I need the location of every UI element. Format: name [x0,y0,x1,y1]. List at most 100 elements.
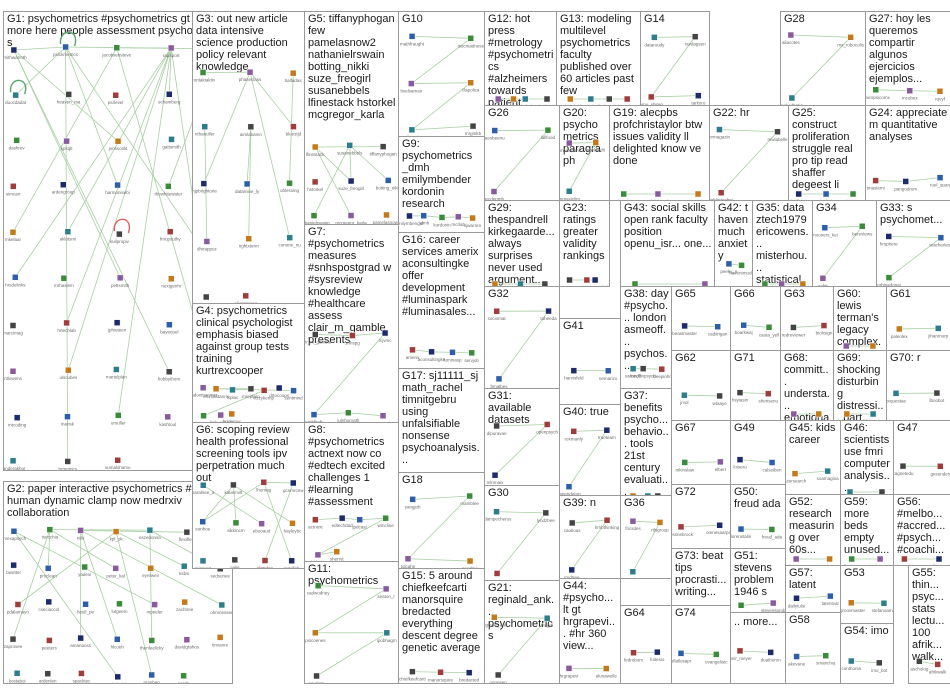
graph-node[interactable]: roxmanfy [565,428,584,441]
graph-node[interactable]: jrvol [679,391,689,405]
node-avatar[interactable] [793,653,800,660]
graph-node[interactable]: duathonm [761,649,781,662]
node-avatar[interactable] [288,557,295,565]
graph-node[interactable]: ztech1979 [755,280,776,287]
graph-node[interactable]: botting_nikki [376,177,399,190]
node-avatar[interactable] [345,409,352,417]
graph-node[interactable]: mreplpro [242,385,260,399]
graph-node[interactable]: inarisk [61,413,75,427]
node-avatar[interactable] [9,228,17,236]
graph-node[interactable]: gcnmrcnw [283,479,304,493]
node-avatar[interactable] [114,636,121,643]
graph-node[interactable]: ruel_quan [930,174,950,188]
graph-node[interactable]: pettsmith [111,274,130,288]
graph-node[interactable]: kurtrexcooper [193,412,218,423]
graph-node[interactable]: robinadonai [877,274,901,287]
graph-node[interactable]: neuropsicomx [866,86,891,100]
graph-node[interactable]: sociomat [488,307,507,321]
node-avatar[interactable] [437,669,444,676]
node-avatar[interactable] [258,520,265,527]
node-avatar[interactable] [212,385,220,393]
graph-node[interactable]: ddoromics [863,410,885,421]
graph-node[interactable]: sarda [178,672,190,684]
graph-node[interactable]: melbocoach [927,555,950,566]
graph-node[interactable]: servjob [464,349,479,363]
node-avatar[interactable] [199,69,207,76]
node-avatar[interactable] [455,213,462,221]
node-avatar[interactable] [880,599,888,607]
node-avatar[interactable] [826,555,833,563]
node-avatar[interactable] [543,95,551,103]
node-avatar[interactable] [565,665,573,672]
graph-node[interactable]: amerix [406,346,420,360]
graph-node[interactable]: redheadmat [807,410,832,421]
node-avatar[interactable] [216,634,224,641]
node-avatar[interactable] [168,136,175,143]
node-avatar[interactable] [183,528,191,536]
node-avatar[interactable] [12,91,19,99]
node-avatar[interactable] [654,190,662,198]
graph-node[interactable]: ravdagsen [685,33,707,47]
node-avatar[interactable] [629,568,637,576]
graph-node[interactable]: mkinslaw [675,459,695,472]
graph-node[interactable]: ourquiz [691,190,707,201]
node-avatar[interactable] [767,649,774,656]
node-avatar[interactable] [9,367,17,375]
node-avatar[interactable] [792,555,800,563]
node-avatar[interactable] [937,463,944,470]
node-avatar[interactable] [247,123,255,131]
node-avatar[interactable] [761,280,769,287]
graph-node[interactable]: ebooaud [253,520,271,534]
node-avatar[interactable] [469,122,477,130]
node-avatar[interactable] [113,366,120,373]
node-avatar[interactable] [885,274,893,281]
graph-node[interactable]: ralo [77,527,85,540]
graph-node[interactable]: ascholog [910,658,929,671]
node-avatar[interactable] [639,365,647,372]
node-avatar[interactable] [736,389,744,396]
graph-node[interactable]: _dmh [417,212,430,226]
node-avatar[interactable] [113,319,121,326]
node-avatar[interactable] [275,384,283,392]
node-avatar[interactable] [774,128,781,136]
graph-node[interactable]: cagnetedu [894,462,914,476]
node-avatar[interactable] [493,508,500,515]
node-avatar[interactable] [116,600,123,608]
graph-node[interactable]: mrgmkb [465,122,482,136]
graph-node[interactable]: hlcoeh [111,636,125,649]
node-avatar[interactable] [64,458,71,465]
node-avatar[interactable] [901,555,908,563]
node-avatar[interactable] [338,514,346,522]
node-avatar[interactable] [606,95,613,103]
graph-node[interactable]: termanleg [863,342,884,351]
graph-node[interactable]: dataroudy [644,34,665,47]
node-avatar[interactable] [644,492,652,496]
graph-node[interactable]: duocdadat [5,91,27,105]
graph-node[interactable]: spmmetrics [371,412,395,423]
graph-node[interactable]: gesundes [931,463,950,476]
graph-node[interactable]: nextgenhr [161,275,182,289]
node-avatar[interactable] [166,321,173,328]
graph-node[interactable]: loiseru [733,456,747,470]
graph-node[interactable]: psickmetrics [53,43,79,57]
graph-node[interactable]: ageingres [820,555,841,566]
node-avatar[interactable] [200,412,207,419]
graph-node[interactable]: jphieteen [107,319,127,333]
node-avatar[interactable] [565,188,573,195]
node-avatar[interactable] [620,190,627,198]
graph-node[interactable]: orquestae [887,390,907,403]
graph-node[interactable]: drmarcharik [560,139,582,153]
graph-node[interactable]: jacobsensteve [101,44,132,58]
graph-node[interactable]: psicoenes [305,629,326,643]
graph-node[interactable]: dailytulsi [788,595,805,608]
node-avatar[interactable] [200,180,208,187]
graph-node[interactable]: smanchoj [816,652,835,666]
graph-node[interactable]: kpsqlt [61,137,74,151]
graph-node[interactable]: ulscubes [59,366,78,380]
graph-node[interactable]: mcubex [902,87,919,101]
graph-node[interactable]: oblessing [280,179,300,193]
graph-node[interactable]: harvisfeld [564,367,584,381]
node-avatar[interactable] [848,657,855,665]
graph-node[interactable]: bwetter [6,561,21,575]
graph-node[interactable]: degeest [845,190,862,201]
